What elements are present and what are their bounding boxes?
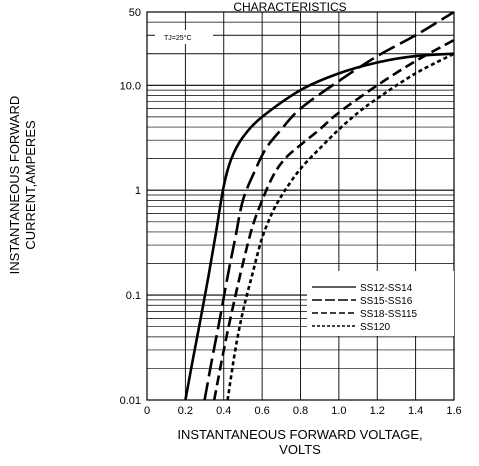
legend-label: SS18-SS115 [360,309,418,320]
series-line-ss12-ss14 [184,52,454,400]
y-tick-label: 50 [129,7,141,19]
x-axis-ticks: 0 0.2 0.4 0.6 0.8 1.0 1.2 1.4 1.6 [144,405,462,417]
legend-label: SS15-SS16 [360,296,413,307]
y-tick-label: 0.1 [126,290,141,302]
plot-frame [146,11,455,401]
x-tick-label: 0 [144,405,150,417]
chart-title: CHARACTERISTICS [233,0,346,14]
legend-box [307,271,454,336]
series-line-ss18-ss115 [212,38,454,400]
junction-temperature-annotation: TJ=25°C [164,34,192,42]
y-axis-title-line2: CURRENT,AMPERES [23,120,38,250]
y-tick-label: 10.0 [120,80,141,92]
y-tick-label: 1 [135,185,141,197]
x-tick-label: 0.2 [178,405,193,417]
y-tick-label: 0.01 [120,395,141,407]
legend-label: SS12-SS14 [360,283,413,294]
x-axis-title-line1: INSTANTANEOUS FORWARD VOLTAGE, [177,427,422,442]
x-axis-title-line2: VOLTS [279,442,321,457]
x-tick-label: 1.6 [446,405,461,417]
y-axis-ticks: 0.01 0.1 1 10.0 50 [120,7,141,407]
x-tick-label: 1.4 [408,405,423,417]
x-tick-label: 0.6 [254,405,269,417]
grid [147,11,454,401]
legend: SS12-SS14 SS15-SS16 SS18-SS115 SS120 [307,271,454,336]
annotation-box [155,30,213,44]
series-group [184,12,454,400]
y-axis-title-line1: INSTANTANEOUS FORWARD [7,96,22,275]
x-tick-label: 0.4 [216,405,231,417]
legend-label: SS120 [360,322,390,333]
x-tick-label: 1.0 [331,405,346,417]
x-tick-label: 0.8 [293,405,308,417]
series-line-ss120 [226,52,454,400]
x-tick-label: 1.2 [370,405,385,417]
series-line-ss15-ss16 [203,12,454,400]
